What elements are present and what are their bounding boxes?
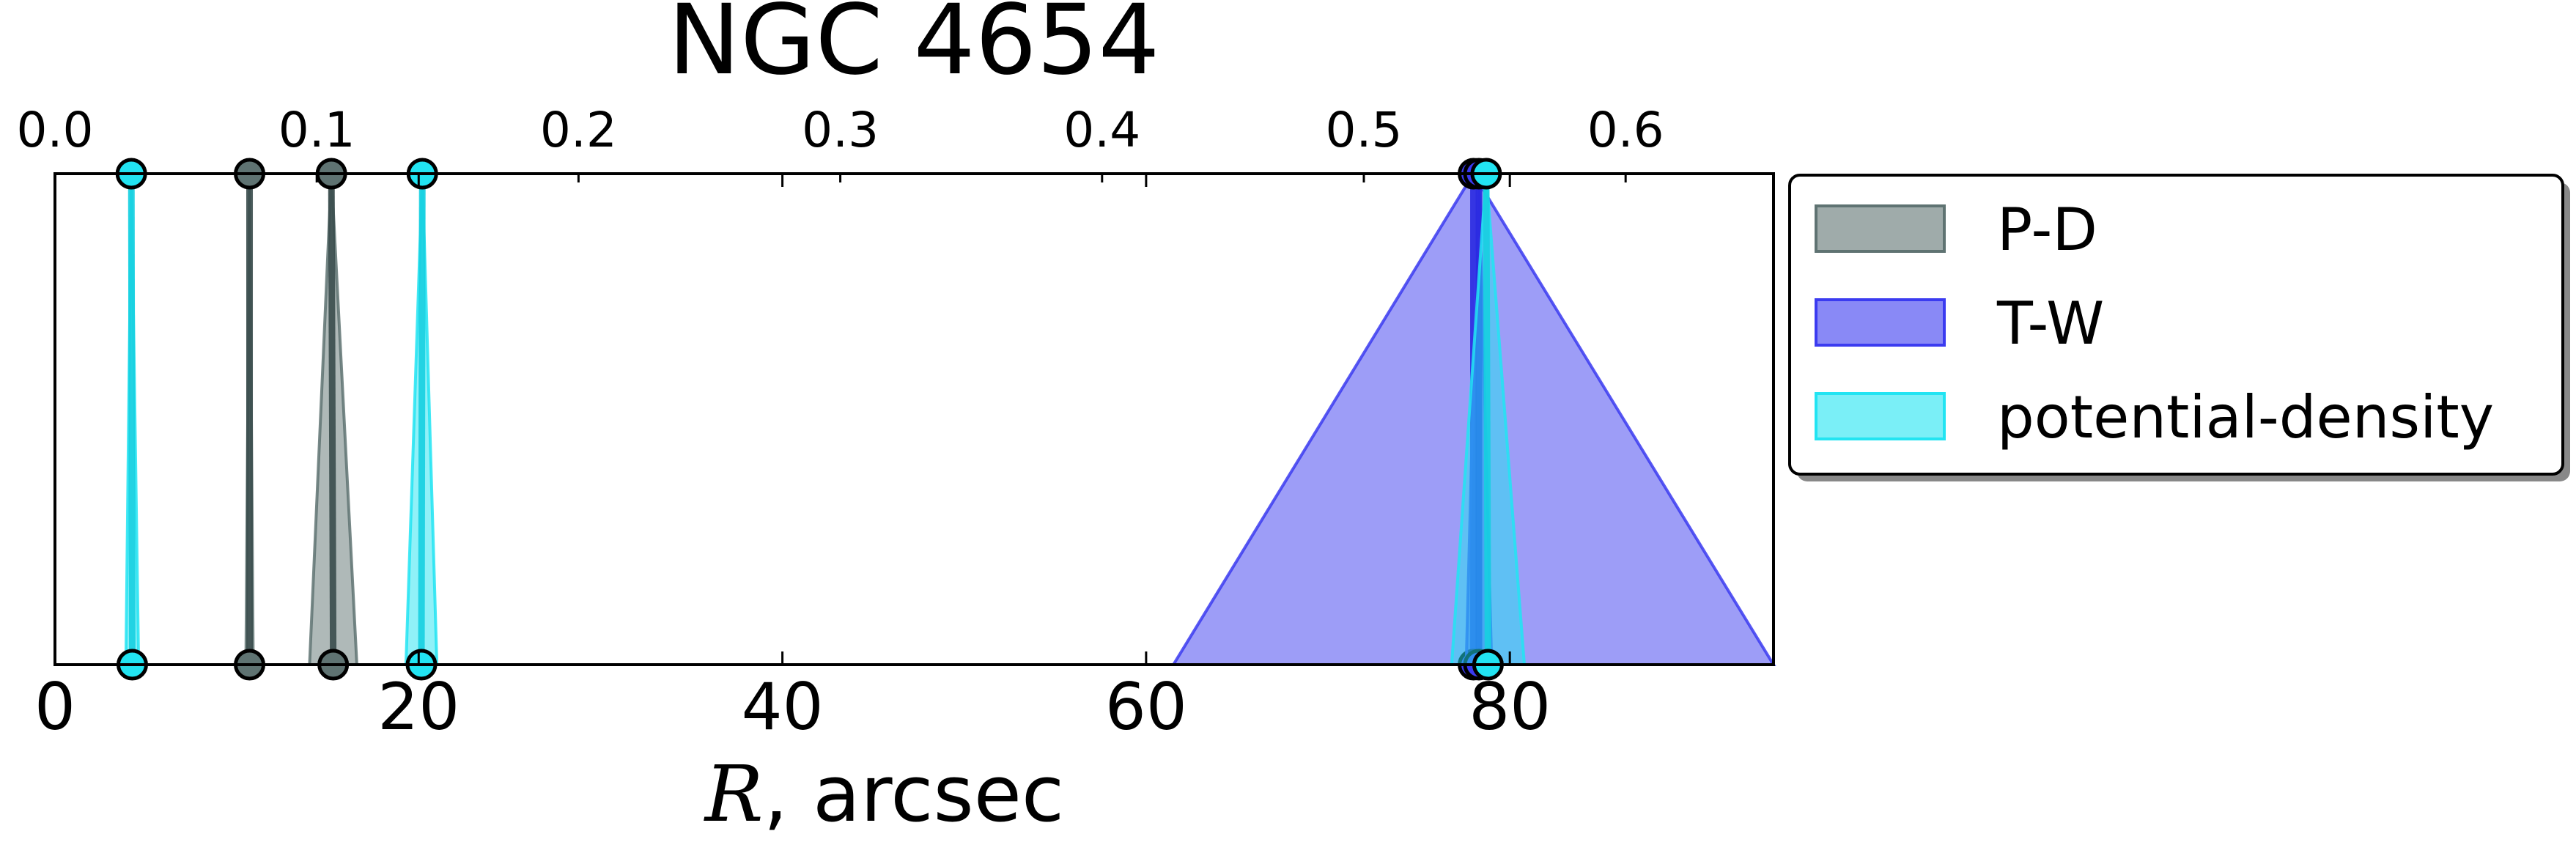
- top-tick-label: 0.4: [1063, 102, 1140, 158]
- legend: P-D T-W potential-density: [1788, 174, 2570, 481]
- x-tick-label: 20: [377, 669, 460, 745]
- top-tick-label: 0.3: [802, 102, 879, 158]
- legend-swatch-potential-density: [1815, 392, 1946, 440]
- plot-marks: [115, 158, 1776, 681]
- x-tick-label: 80: [1469, 669, 1551, 745]
- top-tick-label: 0.0: [17, 102, 94, 158]
- legend-box: [1788, 174, 2564, 476]
- legend-label-p-d: P-D: [1997, 196, 2097, 264]
- legend-swatch-p-d: [1815, 204, 1946, 253]
- bottom-axis: 0 20 40 60 80: [34, 174, 1551, 745]
- plot-frame: [53, 172, 1775, 666]
- legend-entries: P-D T-W potential-density: [1815, 196, 2494, 451]
- estimate-line: [418, 173, 426, 665]
- x-tick-label: 0: [34, 669, 75, 745]
- estimate-line: [328, 173, 337, 665]
- top-tick-label: 0.6: [1587, 102, 1664, 158]
- legend-swatch-t-w: [1815, 298, 1946, 347]
- top-tick-label: 0.1: [278, 102, 355, 158]
- x-tick-label: 40: [742, 669, 824, 745]
- x-axis-label-variable: R: [704, 749, 764, 839]
- top-axis: 0.0 0.1 0.2 0.3 0.4 0.5 0.6: [17, 102, 1664, 182]
- legend-label-potential-density: potential-density: [1997, 383, 2494, 451]
- x-tick-label: 60: [1105, 669, 1187, 745]
- top-tick-label: 0.2: [540, 102, 617, 158]
- series-p-d: [234, 158, 359, 681]
- top-tick-label: 0.5: [1326, 102, 1403, 158]
- x-axis-label: R, arcsec: [704, 749, 1064, 839]
- chart-title: NGC 4654: [668, 0, 1159, 97]
- x-axis-label-unit: , arcsec: [764, 749, 1065, 839]
- estimate-line: [128, 173, 136, 665]
- estimate-line: [1483, 173, 1491, 665]
- series-potential-density: [115, 158, 1527, 681]
- legend-label-t-w: T-W: [1996, 289, 2104, 358]
